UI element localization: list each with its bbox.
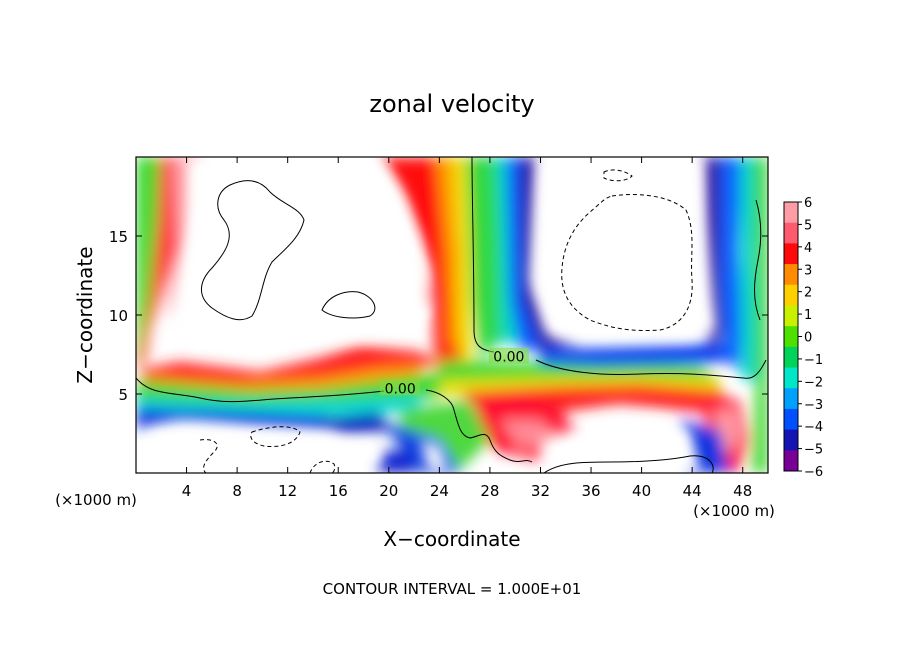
x-tick-label: 24 bbox=[430, 482, 449, 500]
colorbar-swatch bbox=[784, 222, 798, 244]
y-axis-label: Z−coordinate bbox=[73, 246, 97, 383]
contour-labels: 0.00 0.00 bbox=[380, 347, 529, 397]
field-central-orange bbox=[436, 157, 462, 350]
x-unit-right: (×1000 m) bbox=[693, 502, 775, 520]
field-central-yellow bbox=[452, 157, 472, 360]
contour-label-bg bbox=[380, 379, 421, 396]
colorbar: 6 5 4 3 2 1 0 −1 −2 −3 −4 −5 −6 bbox=[783, 196, 823, 480]
y-tick-label: 10 bbox=[109, 307, 128, 325]
x-tick-label: 16 bbox=[329, 482, 348, 500]
x-tick-label: 12 bbox=[278, 482, 297, 500]
field-right-blue-band bbox=[540, 342, 740, 366]
field-red-band-upper bbox=[140, 345, 440, 390]
field-blue-band bbox=[136, 408, 330, 432]
void-upper-left bbox=[180, 157, 430, 345]
zero-contour-lower bbox=[136, 377, 385, 403]
dashed-contour-lower-mid bbox=[250, 426, 301, 447]
x-tick-label: 28 bbox=[480, 482, 499, 500]
dashed-contour-bottom bbox=[309, 460, 336, 473]
void-lower-mid bbox=[420, 440, 448, 473]
x-axis-ticks: 4 8 12 16 20 24 28 32 36 40 44 48 bbox=[182, 157, 752, 500]
colorbar-label: −2 bbox=[804, 375, 823, 390]
colorbar-label: −1 bbox=[804, 353, 823, 368]
x-axis-label: X−coordinate bbox=[383, 527, 520, 551]
x-unit-left: (×1000 m) bbox=[55, 491, 137, 509]
colorbar-swatch bbox=[784, 429, 798, 451]
colorbar-swatch bbox=[784, 408, 798, 431]
dashed-contour-top bbox=[603, 169, 633, 182]
colorbar-swatch bbox=[784, 284, 798, 306]
colorbar-label: 3 bbox=[804, 263, 812, 278]
solid-contour-upper-left bbox=[201, 180, 305, 321]
contour-label: 0.00 bbox=[493, 350, 524, 366]
field-bottom-blue-blob bbox=[378, 450, 416, 473]
y-axis-ticks: 5 10 15 bbox=[109, 228, 768, 404]
field-mid-blue-blob bbox=[316, 412, 390, 438]
colorbar-label: −6 bbox=[804, 465, 823, 480]
dashed-contour-lower-left bbox=[199, 439, 218, 473]
field-central-blue bbox=[506, 157, 560, 350]
zero-contour-plume bbox=[471, 157, 495, 353]
void-lower-right bbox=[540, 418, 700, 473]
colorbar-label: 6 bbox=[804, 196, 812, 211]
field-right-blue-column bbox=[720, 157, 742, 370]
colorbar-swatch bbox=[784, 243, 798, 265]
field-central-cyan bbox=[494, 157, 520, 345]
contour-interval-note: CONTOUR INTERVAL = 1.000E+01 bbox=[323, 580, 582, 598]
field-green-band bbox=[136, 372, 440, 403]
colorbar-swatch bbox=[784, 450, 798, 472]
x-tick-label: 8 bbox=[232, 482, 242, 500]
void-upper-right bbox=[536, 157, 716, 340]
x-tick-label: 36 bbox=[581, 482, 600, 500]
x-tick-label: 48 bbox=[733, 482, 752, 500]
x-tick-label: 40 bbox=[632, 482, 651, 500]
contour-label-bg bbox=[488, 347, 529, 364]
solid-contour-bottom-right bbox=[543, 455, 714, 473]
colorbar-label: 0 bbox=[804, 331, 812, 346]
y-tick-label: 5 bbox=[118, 386, 128, 404]
colorbar-label: 2 bbox=[804, 286, 812, 301]
colorbar-swatch bbox=[784, 326, 798, 348]
field-voids bbox=[150, 157, 716, 473]
solid-contour-small bbox=[321, 291, 376, 319]
x-tick-label: 20 bbox=[379, 482, 398, 500]
colorbar-label: −4 bbox=[804, 420, 823, 435]
colorbar-swatch bbox=[784, 346, 798, 369]
dashed-contour-right bbox=[561, 194, 693, 331]
x-tick-label: 44 bbox=[683, 482, 702, 500]
contour-lines bbox=[136, 157, 767, 473]
x-tick-label: 32 bbox=[531, 482, 550, 500]
field-left-green-column bbox=[136, 157, 160, 370]
colorbar-label: 1 bbox=[804, 308, 812, 323]
contour-label: 0.00 bbox=[385, 381, 416, 397]
chart-title: zonal velocity bbox=[369, 90, 534, 118]
colorbar-swatch bbox=[784, 202, 798, 224]
colorbar-swatch bbox=[784, 264, 798, 286]
dashed-contours bbox=[199, 169, 693, 473]
colorbar-label: 5 bbox=[804, 218, 812, 233]
solid-contour-right-edge bbox=[754, 199, 762, 321]
colorbar-swatch bbox=[784, 388, 798, 410]
colorbar-swatch bbox=[784, 305, 798, 327]
zero-contour-lower-cont bbox=[425, 389, 533, 463]
colorbar-label: −5 bbox=[804, 443, 823, 458]
colorbar-label: 4 bbox=[804, 241, 812, 256]
field-central-purple bbox=[520, 157, 580, 348]
x-tick-label: 4 bbox=[182, 482, 192, 500]
colorbar-label: −3 bbox=[804, 398, 823, 413]
y-tick-label: 15 bbox=[109, 228, 128, 246]
field-right-cyan-column bbox=[740, 157, 758, 380]
colorbar-swatch bbox=[784, 367, 798, 389]
zero-contour-right bbox=[535, 359, 767, 379]
field-central-green bbox=[466, 157, 500, 360]
plot-area: 0.00 0.00 bbox=[136, 157, 768, 473]
